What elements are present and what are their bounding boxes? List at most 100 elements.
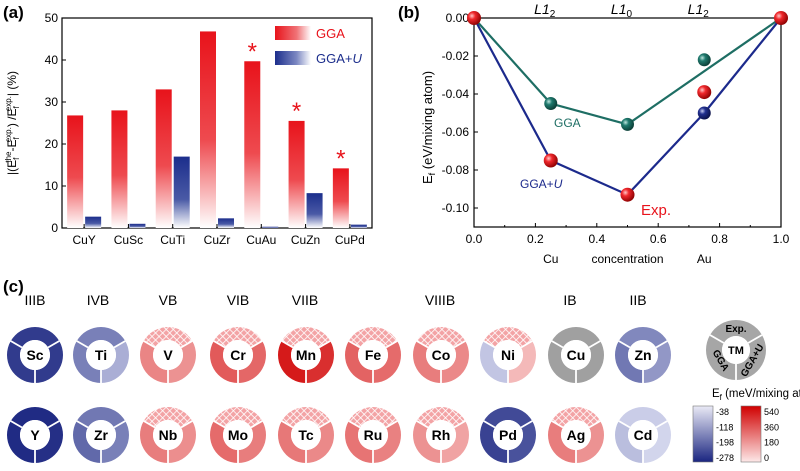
donut-center [628,420,658,450]
bar-gga [155,89,172,229]
donut-segment-gga [548,421,576,463]
donut-segment-exp [551,407,601,428]
element-donut: Tc [278,407,334,463]
x-label-au: Au [697,252,712,266]
donut-center [426,420,456,450]
donut-segment-gga [345,341,373,383]
donut-divider [76,420,89,429]
donut-segment-gga-u [238,421,266,463]
donut-center [223,420,253,450]
bar-gga-u [306,193,323,228]
donut-divider [520,420,533,429]
donut-segment-gga [480,341,508,383]
donut-segment-exp [483,407,533,428]
point-gga [621,117,634,131]
colorbar-neg-tick: -278 [716,453,734,463]
colorbar-pos-tick: 540 [764,407,779,417]
element-donut: Zn [615,326,672,383]
donut-divider [416,340,429,349]
element-symbol: Cd [634,427,653,443]
element-donut: Cd [615,407,672,463]
donut-segment-gga [6,341,35,383]
element-donut: Y [6,407,63,463]
label-gga-u-italic: U [554,177,563,191]
y-axis-label-part: exp. [4,96,13,111]
bar-gga [332,168,349,228]
x-label-concentration: concentration [591,252,663,266]
donut-segment-gga [548,341,576,383]
donut-segment-gga [278,421,306,463]
donut-divider [655,340,668,349]
y-axis-label-part: f [12,105,21,108]
donut-segment-gga [6,421,35,463]
colorbar-pos-tick: 360 [764,422,779,432]
element-symbol: Fe [365,347,382,363]
x-label-cu: Cu [543,252,558,266]
point-exp [774,11,788,25]
donut-segment-gga [615,341,643,383]
bar-gga-u [350,224,367,228]
donut-divider [655,420,668,429]
donut-center [358,340,388,370]
donut-divider [385,420,398,429]
y-tick-label: 0.00 [446,11,470,25]
legend-label-gga-u: GGA+U [316,51,363,66]
donut-segment-exp [281,407,331,428]
element-donut: Rh [413,407,469,463]
donut-divider [551,420,564,429]
y-tick-label: -0.06 [442,125,470,139]
donut-divider [416,420,429,429]
element-symbol: Cu [567,347,586,363]
point-exp [543,153,558,168]
donut-divider [453,420,466,429]
bar-annotation-star: * [292,98,301,125]
legend-swatch-gga [275,26,311,40]
donut-segment-gga [413,421,441,463]
y-axis-label-part: f [12,137,21,140]
donut-segment-gga-u [101,341,129,383]
y-label-sub: f [427,172,437,175]
donut-divider [213,420,226,429]
donut-divider [385,340,398,349]
key-center-label: TM [728,345,744,357]
colorbar-pos-tick: 180 [764,438,779,448]
point-exp [620,187,635,202]
donut-segment-gga [73,341,101,383]
panel-label-c: (c) [3,277,24,296]
element-symbol: Zn [634,347,651,363]
key-divider [709,334,725,344]
donut-segment-exp [213,327,263,348]
point-exp [467,11,481,25]
y-tick-label: -0.10 [442,201,470,215]
donut-segment-exp [348,326,398,348]
donut-divider [483,340,496,349]
donut-segment-gga-u [373,341,402,383]
y-axis-label-part: f [12,157,21,160]
donut-segment-gga [73,421,101,463]
phase-label-main: L1 [611,1,627,17]
donut-segment-gga-u [576,341,605,383]
element-symbol: Zr [94,427,109,443]
donut-segment-gga-u [168,341,196,383]
donut-segment-gga [210,421,238,463]
bar-gga [111,110,128,228]
donut-segment-exp [416,407,466,428]
bar-gga [288,120,305,228]
y-tick-label: 0 [51,221,58,235]
donut-segment-exp [10,407,60,428]
donut-divider [318,340,331,349]
element-heatmap-panel: IIIB IVB VB VIB VIIB VIIIB IB IIB Sc Ti V Cr Mn Fe Co N… [6,292,800,463]
label-gga: GGA [554,116,581,130]
element-donut: Zr [73,407,129,463]
donut-center [223,340,253,370]
x-tick-label: 0.8 [711,232,728,246]
donut-divider [348,340,361,349]
donut-segment-gga-u [643,341,672,383]
y-label-main: E [420,175,435,184]
donut-divider [113,340,126,349]
element-symbol: Y [30,427,40,443]
point-gga [544,97,558,110]
bar-gga-u [262,226,279,228]
bar-gga [244,61,261,229]
colorbar-title-rest: (meV/mixing atom) [722,388,800,400]
